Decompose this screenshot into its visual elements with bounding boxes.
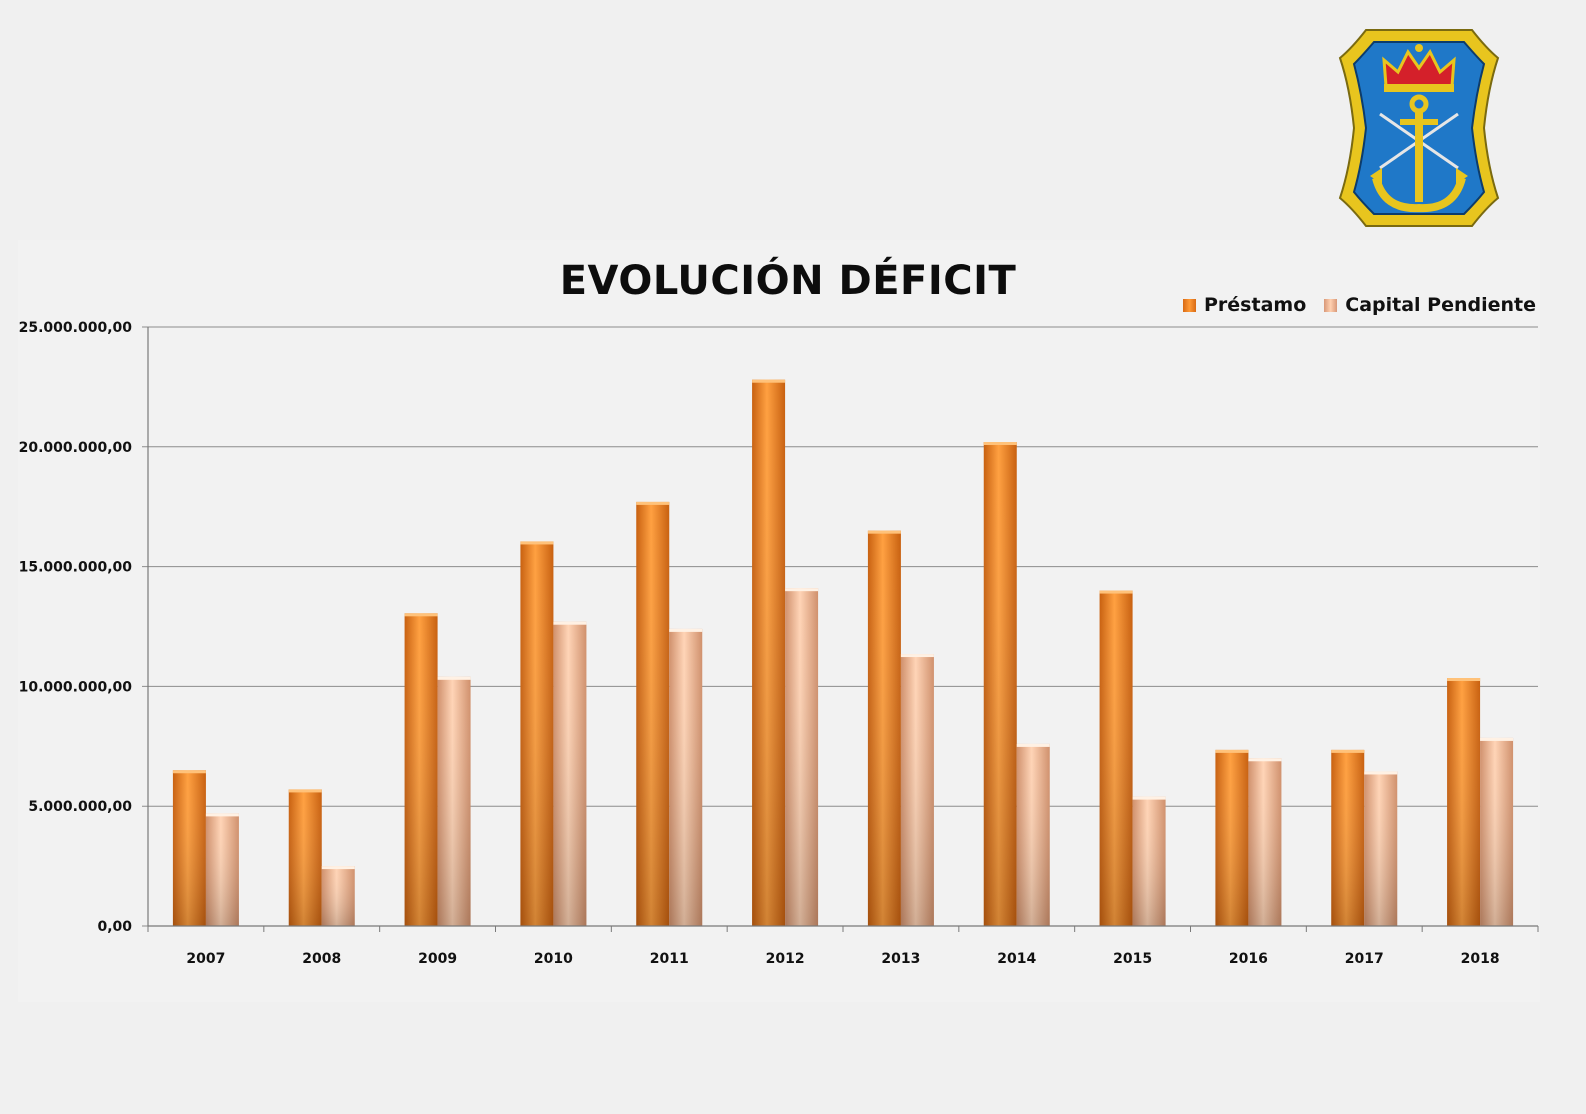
x-tick-label: 2018 xyxy=(1461,951,1500,967)
bar-capital-pendiente-top xyxy=(900,654,934,658)
x-tick-label: 2009 xyxy=(418,951,457,967)
bar-capital-pendiente-shade xyxy=(437,676,471,926)
bar-capital-pendiente-top xyxy=(1364,771,1398,775)
bar-prestamo-top xyxy=(520,541,554,545)
naval-anchor-crest-icon xyxy=(1338,29,1500,227)
bar-prestamo-top xyxy=(867,530,901,534)
bar-prestamo-shade xyxy=(752,379,786,926)
bar-prestamo-shade xyxy=(983,442,1017,926)
bar-capital-pendiente-shade xyxy=(1016,743,1050,926)
bar-prestamo-shade xyxy=(636,501,670,926)
y-tick-label: 10.000.000,00 xyxy=(19,679,133,695)
bar-capital-pendiente-top xyxy=(785,588,819,592)
bar-capital-pendiente-top xyxy=(1480,737,1514,741)
bar-prestamo-shade xyxy=(172,770,206,926)
bar-prestamo-shade xyxy=(1215,749,1249,926)
legend-item-prestamo: Préstamo xyxy=(1183,294,1306,316)
bar-prestamo-top xyxy=(1215,749,1249,753)
bar-capital-pendiente-top xyxy=(553,621,587,625)
bar-prestamo-shade xyxy=(520,541,554,926)
bar-prestamo-top xyxy=(636,501,670,505)
y-tick-label: 20.000.000,00 xyxy=(19,440,133,456)
x-tick-label: 2008 xyxy=(302,951,341,967)
axes: 0,00 5.000.000,00 10.000.000,00 15.000.000,… xyxy=(19,320,1539,967)
bar-prestamo-shade xyxy=(1099,590,1133,926)
bar-capital-pendiente-top xyxy=(1248,758,1282,762)
bar-capital-pendiente-shade xyxy=(553,621,587,926)
x-tick-label: 2010 xyxy=(534,951,573,967)
bar-prestamo-shade xyxy=(1447,678,1481,926)
chart-title: EVOLUCIÓN DÉFICIT xyxy=(559,258,1017,304)
bar-capital-pendiente-shade xyxy=(785,588,819,926)
x-tick-label: 2017 xyxy=(1345,951,1384,967)
bar-capital-pendiente-shade xyxy=(669,628,703,926)
bar-capital-pendiente-top xyxy=(205,813,239,817)
y-tick-label: 5.000.000,00 xyxy=(28,799,132,815)
legend-label-capital-pendiente: Capital Pendiente xyxy=(1345,294,1536,316)
bar-prestamo-top xyxy=(288,789,322,793)
x-tick-label: 2007 xyxy=(186,951,225,967)
legend-swatch-capital-pendiente xyxy=(1324,298,1338,312)
x-tick-label: 2014 xyxy=(997,951,1036,967)
x-tick-label: 2016 xyxy=(1229,951,1268,967)
bar-prestamo-top xyxy=(1099,590,1133,594)
y-tick-label: 15.000.000,00 xyxy=(19,560,133,576)
bar-capital-pendiente-shade xyxy=(1248,758,1282,926)
gridlines xyxy=(142,326,1538,927)
bar-capital-pendiente-shade xyxy=(900,654,934,926)
bar-prestamo-shade xyxy=(288,789,322,926)
bar-prestamo-top xyxy=(404,613,438,617)
bar-capital-pendiente-shade xyxy=(205,813,239,926)
bar-prestamo-shade xyxy=(1331,749,1365,926)
bar-capital-pendiente-top xyxy=(321,866,355,870)
bar-prestamo-top xyxy=(1331,749,1365,753)
bar-prestamo-shade xyxy=(867,530,901,926)
x-tick-label: 2013 xyxy=(881,951,920,967)
legend-swatch-prestamo xyxy=(1183,298,1196,312)
bar-prestamo-top xyxy=(983,442,1017,446)
bar-prestamo-shade xyxy=(404,613,438,926)
x-tick-label: 2012 xyxy=(766,951,805,967)
chart-legend: Préstamo Capital Pendiente xyxy=(1183,294,1536,316)
bar-capital-pendiente-top xyxy=(1132,796,1166,800)
y-tick-label: 0,00 xyxy=(97,919,132,935)
legend-label-prestamo: Préstamo xyxy=(1204,294,1307,316)
legend-item-capital-pendiente: Capital Pendiente xyxy=(1324,294,1536,316)
x-tick-label: 2015 xyxy=(1113,951,1152,967)
bar-prestamo-top xyxy=(752,379,786,383)
bar-capital-pendiente-top xyxy=(669,628,703,632)
bar-capital-pendiente-shade xyxy=(321,866,355,926)
bar-capital-pendiente-top xyxy=(437,676,471,680)
bar-prestamo-top xyxy=(1447,678,1481,682)
bar-prestamo-top xyxy=(172,770,206,774)
y-tick-label: 25.000.000,00 xyxy=(19,320,133,336)
bar-capital-pendiente-shade xyxy=(1132,796,1166,926)
bar-capital-pendiente-shade xyxy=(1480,737,1514,926)
bar-capital-pendiente-top xyxy=(1016,743,1050,747)
bars xyxy=(172,379,1514,926)
bar-capital-pendiente-shade xyxy=(1364,771,1398,926)
x-tick-label: 2011 xyxy=(650,951,689,967)
